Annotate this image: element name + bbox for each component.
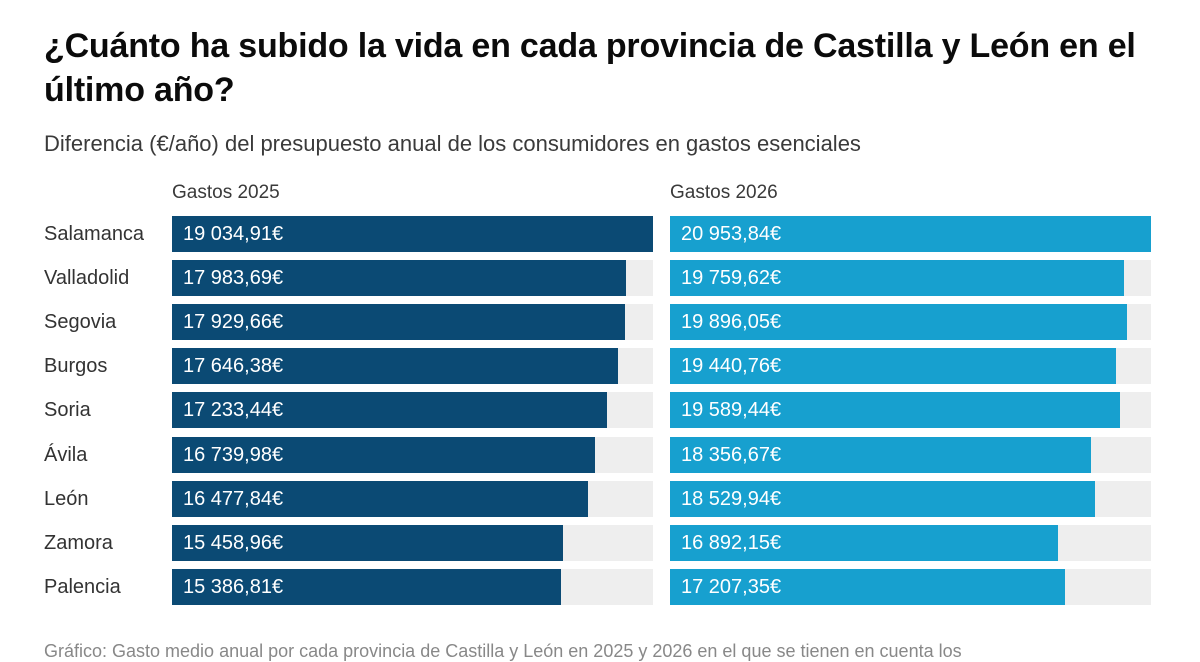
- category-label: Ávila: [44, 444, 88, 466]
- data-label: 15 458,96€: [183, 532, 284, 554]
- bar-track: 17 929,66€: [172, 304, 653, 340]
- bar-track: 20 953,84€: [670, 216, 1151, 252]
- bar-track: 15 458,96€: [172, 525, 653, 561]
- data-label: 16 477,84€: [183, 488, 284, 510]
- data-label: 19 440,76€: [681, 355, 782, 377]
- bar-track: 19 440,76€: [670, 348, 1151, 384]
- bar-2026: 17 207,35€: [670, 569, 1065, 605]
- data-label: 19 589,44€: [681, 399, 782, 421]
- bar-2026: 18 356,67€: [670, 437, 1091, 473]
- bar-2025: 17 233,44€: [172, 392, 607, 428]
- chart-subtitle: Diferencia (€/año) del presupuesto anual…: [44, 131, 861, 156]
- footnote: Gráfico: Gasto medio anual por cada prov…: [44, 641, 962, 661]
- bar-track: 19 896,05€: [670, 304, 1151, 340]
- bar-2025: 17 646,38€: [172, 348, 618, 384]
- bar-2025: 17 983,69€: [172, 260, 626, 296]
- category-label: León: [44, 488, 89, 510]
- column-header-2025: Gastos 2025: [172, 182, 280, 203]
- category-label: Zamora: [44, 532, 113, 554]
- bar-track: 17 983,69€: [172, 260, 653, 296]
- category-label: Palencia: [44, 576, 121, 598]
- data-label: 17 646,38€: [183, 355, 284, 377]
- category-label: Valladolid: [44, 267, 130, 289]
- data-label: 17 929,66€: [183, 311, 284, 333]
- data-label: 19 759,62€: [681, 267, 782, 289]
- bar-2025: 16 477,84€: [172, 481, 588, 517]
- bar-2025: 15 458,96€: [172, 525, 563, 561]
- bar-track: 16 892,15€: [670, 525, 1151, 561]
- bar-2026: 18 529,94€: [670, 481, 1095, 517]
- bar-track: 16 739,98€: [172, 437, 653, 473]
- data-label: 19 034,91€: [183, 223, 284, 245]
- data-label: 19 896,05€: [681, 311, 782, 333]
- column-header-2026: Gastos 2026: [670, 182, 778, 203]
- bar-track: 16 477,84€: [172, 481, 653, 517]
- bar-track: 18 529,94€: [670, 481, 1151, 517]
- data-label: 18 356,67€: [681, 444, 782, 466]
- data-label: 17 983,69€: [183, 267, 284, 289]
- bar-2026: 19 589,44€: [670, 392, 1120, 428]
- data-label: 18 529,94€: [681, 488, 782, 510]
- chart-title: ¿Cuánto ha subido la vida en cada provin…: [44, 27, 1136, 109]
- bar-track: 18 356,67€: [670, 437, 1151, 473]
- bar-2025: 15 386,81€: [172, 569, 561, 605]
- bar-track: 19 589,44€: [670, 392, 1151, 428]
- bar-2025: 16 739,98€: [172, 437, 595, 473]
- bar-track: 15 386,81€: [172, 569, 653, 605]
- bar-2026: 19 896,05€: [670, 304, 1127, 340]
- data-label: 17 233,44€: [183, 399, 284, 421]
- bar-2026: 19 759,62€: [670, 260, 1124, 296]
- bar-track: 17 207,35€: [670, 569, 1151, 605]
- data-label: 16 739,98€: [183, 444, 284, 466]
- category-label: Soria: [44, 399, 91, 421]
- bar-2025: 17 929,66€: [172, 304, 625, 340]
- bar-2026: 16 892,15€: [670, 525, 1058, 561]
- category-label: Salamanca: [44, 223, 145, 245]
- bar-track: 19 034,91€: [172, 216, 653, 252]
- data-label: 15 386,81€: [183, 576, 284, 598]
- bar-2026: 20 953,84€: [670, 216, 1151, 252]
- bar-track: 17 646,38€: [172, 348, 653, 384]
- bar-track: 19 759,62€: [670, 260, 1151, 296]
- data-label: 20 953,84€: [681, 223, 782, 245]
- category-label: Burgos: [44, 355, 108, 377]
- bar-2026: 19 440,76€: [670, 348, 1116, 384]
- data-label: 16 892,15€: [681, 532, 782, 554]
- data-label: 17 207,35€: [681, 576, 782, 598]
- bar-2025: 19 034,91€: [172, 216, 653, 252]
- category-label: Segovia: [44, 311, 117, 333]
- bar-track: 17 233,44€: [172, 392, 653, 428]
